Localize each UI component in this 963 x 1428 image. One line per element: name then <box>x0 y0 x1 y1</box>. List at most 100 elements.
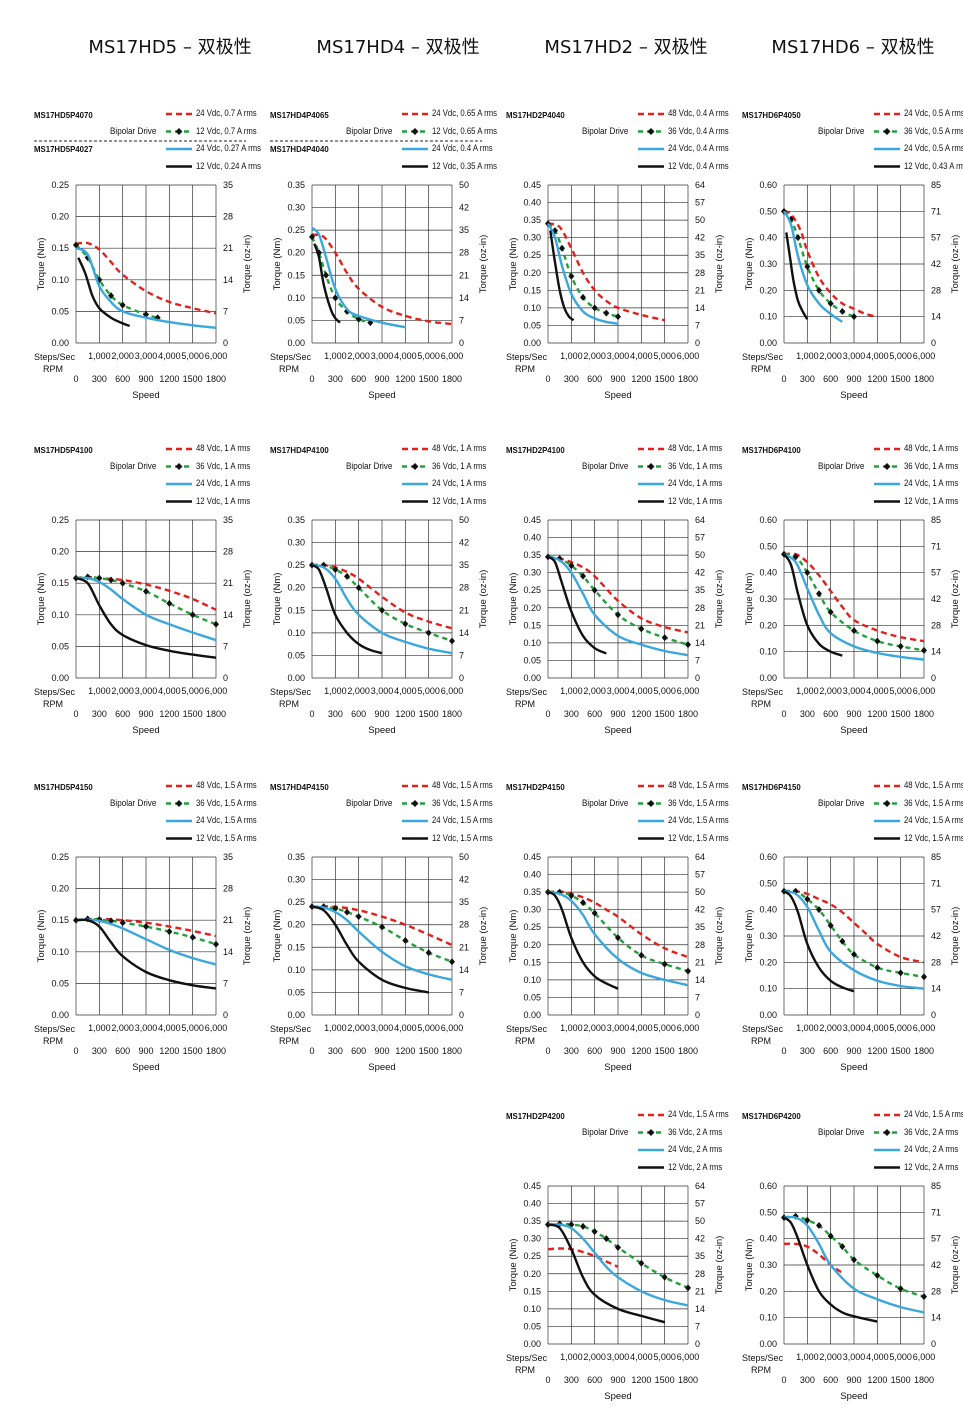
series-line <box>547 555 607 655</box>
data-point <box>119 919 126 927</box>
data-point <box>795 234 801 242</box>
series-line <box>311 905 429 994</box>
chart-ms17hd4p4065: 0.35 50 0.30 42 0.25 35 0.20 28 0.15 21 0.10 14 0.05… <box>268 103 504 403</box>
x-tick-steps: 6,000 <box>913 351 936 361</box>
x-tick-rpm: 1800 <box>678 1046 698 1056</box>
data-point <box>897 969 904 977</box>
x-tick-steps: 3,000 <box>607 351 630 361</box>
y2-tick-label: 21 <box>695 1286 705 1296</box>
x-tick-rpm: 600 <box>587 1046 602 1056</box>
data-point <box>355 913 362 921</box>
y-tick-label: 0.20 <box>287 920 305 930</box>
y2-tick-label: 35 <box>223 852 233 862</box>
y2-tick-label: 21 <box>459 270 469 280</box>
model-label: MS17HD5P4150 <box>34 782 93 792</box>
steps-label: Steps/Sec <box>34 352 76 362</box>
y-axis-label: Torque (Nm) <box>508 238 519 291</box>
y-axis-label: Torque (Nm) <box>744 910 755 963</box>
x-tick-rpm: 0 <box>309 374 314 384</box>
data-point <box>568 892 575 900</box>
data-point <box>874 637 881 645</box>
data-point <box>897 1285 904 1293</box>
x-tick-rpm: 600 <box>351 1046 366 1056</box>
data-point <box>816 906 822 914</box>
drive-label: Bipolar Drive <box>110 798 157 808</box>
y2-tick-label: 35 <box>459 225 469 235</box>
x-tick-rpm: 300 <box>564 1375 579 1385</box>
y-tick-label: 0.20 <box>287 248 305 258</box>
y2-axis-label: Torque (oz-in) <box>478 235 489 294</box>
y-tick-label: 0.20 <box>523 603 541 613</box>
y-tick-label: 0.00 <box>287 338 305 348</box>
x-tick-rpm: 600 <box>587 1375 602 1385</box>
chart-svg: 0.45 64 0.40 57 0.35 50 0.30 42 0.25 35 0.20 28 0.15… <box>506 112 725 401</box>
series-line <box>783 889 925 964</box>
y2-tick-label: 0 <box>459 673 464 683</box>
x-tick-steps: 1,000 <box>796 351 819 361</box>
y-axis-label: Torque (Nm) <box>744 573 755 626</box>
data-point <box>309 903 315 911</box>
data-point <box>402 620 409 628</box>
x-tick-steps: 2,000 <box>111 351 134 361</box>
data-point <box>603 309 610 317</box>
y-tick-label: 0.20 <box>759 620 777 630</box>
legend-label: 48 Vdc, 1 A rms <box>196 443 251 453</box>
x-tick-steps: 3,000 <box>607 1352 630 1362</box>
data-point <box>685 641 691 649</box>
y-tick-label: 0.00 <box>523 1010 541 1020</box>
model-label: MS17HD4P4150 <box>270 782 329 792</box>
data-point <box>615 611 621 619</box>
legend-label: 12 Vdc, 0.7 A rms <box>196 125 257 136</box>
x-tick-steps: 4,000 <box>630 351 653 361</box>
x-axis-label: Speed <box>368 1062 395 1073</box>
data-point <box>874 1272 881 1280</box>
x-tick-steps: 5,000 <box>181 1023 204 1033</box>
data-point <box>108 576 114 584</box>
x-tick-steps: 2,000 <box>111 1023 134 1033</box>
data-point <box>816 590 822 598</box>
y-tick-label: 0.20 <box>759 1286 777 1296</box>
x-tick-rpm: 600 <box>351 374 366 384</box>
y-tick-label: 0.05 <box>523 655 541 665</box>
data-point <box>449 958 455 966</box>
y-axis-label: Torque (Nm) <box>508 910 519 963</box>
y-tick-label: 0.25 <box>287 560 305 570</box>
rpm-label: RPM <box>751 1036 771 1046</box>
legend-label: 12 Vdc, 1 A rms <box>904 495 959 506</box>
y2-tick-label: 35 <box>695 922 705 932</box>
model-label: MS17HD2P4200 <box>506 1111 565 1121</box>
legend-label: 48 Vdc, 1.5 A rms <box>904 780 963 790</box>
x-tick-steps: 3,000 <box>371 1023 394 1033</box>
drive-label: Bipolar Drive <box>110 126 157 136</box>
x-tick-rpm: 1200 <box>867 709 887 719</box>
steps-label: Steps/Sec <box>270 687 312 697</box>
y-tick-label: 0.45 <box>523 515 541 525</box>
x-tick-rpm: 1500 <box>419 709 439 719</box>
y-tick-label: 0.20 <box>51 212 69 222</box>
y2-axis-label: Torque (oz-in) <box>950 570 961 629</box>
y-tick-label: 0.10 <box>51 610 69 620</box>
x-tick-steps: 4,000 <box>158 1023 181 1033</box>
data-point <box>559 244 565 252</box>
data-point <box>143 923 149 931</box>
y2-tick-label: 57 <box>695 198 705 208</box>
legend-label: 36 Vdc, 2 A rms <box>668 1126 723 1137</box>
legend-label: 24 Vdc, 0.7 A rms <box>196 108 257 118</box>
y2-tick-label: 57 <box>931 1234 941 1244</box>
legend-swatch <box>166 800 192 807</box>
x-tick-rpm: 0 <box>309 709 314 719</box>
y-tick-label: 0.20 <box>523 1269 541 1279</box>
y-tick-label: 0.00 <box>759 1339 777 1349</box>
data-point <box>425 949 432 957</box>
y2-tick-label: 35 <box>695 250 705 260</box>
x-axis-label: Speed <box>840 390 867 401</box>
legend-label: 12 Vdc, 0.35 A rms <box>432 160 497 171</box>
y-tick-label: 0.25 <box>523 250 541 260</box>
y-tick-label: 0.50 <box>759 1207 777 1217</box>
x-tick-steps: 1,000 <box>88 686 111 696</box>
y2-tick-label: 50 <box>695 1216 705 1226</box>
x-tick-rpm: 0 <box>781 1375 786 1385</box>
chart-svg: 0.25 35 0.20 28 0.15 21 0.10 14 0.05 7 0.00 0 Steps/… <box>34 784 253 1073</box>
x-axis-label: Speed <box>840 725 867 736</box>
steps-label: Steps/Sec <box>34 1024 76 1034</box>
